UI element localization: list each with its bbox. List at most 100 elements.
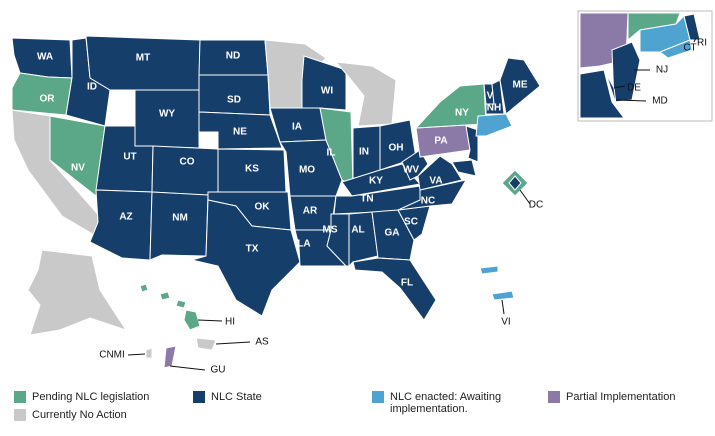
legend-swatch	[14, 409, 26, 421]
leader-line	[127, 353, 146, 356]
leader-line	[693, 37, 697, 43]
region-label: NC	[421, 196, 435, 207]
callout-label: VI	[501, 317, 510, 328]
region-label: GA	[385, 228, 400, 239]
region-label: OK	[255, 202, 271, 213]
legend-item: Currently No Action	[14, 409, 127, 421]
region-shape	[401, 149, 429, 181]
region-shape	[417, 155, 463, 191]
leader-line	[169, 365, 206, 371]
region-label: KY	[369, 176, 383, 187]
callout-label: AS	[255, 337, 269, 348]
region-label: LA	[297, 239, 310, 250]
region-label: IA	[292, 122, 302, 133]
leader-line	[501, 299, 505, 315]
legend-item: Pending NLC legislation	[14, 391, 149, 403]
region-shape	[508, 175, 522, 191]
region-shape	[89, 189, 153, 261]
leader-line	[197, 319, 223, 322]
legend-label: Currently No Action	[32, 409, 127, 421]
callout-label: MD	[652, 96, 668, 107]
region-label: WA	[37, 52, 53, 63]
region-label: KS	[245, 164, 259, 175]
region-label: ID	[87, 82, 97, 93]
legend-item: Partial Implementation	[548, 391, 675, 403]
leader-line	[613, 85, 626, 89]
legend-swatch	[14, 391, 26, 403]
region-label: OR	[40, 94, 56, 105]
region-label: NH	[487, 103, 501, 114]
region-label: MT	[136, 53, 150, 64]
region-shape	[491, 290, 515, 301]
region-shape	[499, 57, 541, 115]
legend-label: NLC enacted: Awaiting implementation.	[390, 391, 502, 415]
callout-label: DC	[529, 200, 543, 211]
region-label: WY	[159, 109, 175, 120]
region-label: AR	[303, 206, 318, 217]
region-label: AZ	[119, 212, 132, 223]
region-shape	[451, 159, 477, 177]
region-shape	[145, 347, 153, 359]
region-label: PA	[434, 136, 447, 147]
leader-line	[615, 99, 647, 102]
callout-label: RI	[697, 38, 707, 49]
region-label: NV	[71, 163, 85, 174]
region-label: NM	[172, 213, 188, 224]
region-label: OH	[389, 143, 404, 154]
callout-label: CNMI	[99, 350, 125, 361]
legend-label: Pending NLC legislation	[32, 391, 150, 403]
region-label: NY	[455, 108, 469, 119]
region-label: IN	[359, 147, 369, 158]
region-shape	[27, 249, 128, 336]
region-label: SC	[404, 217, 418, 228]
region-label: TN	[360, 194, 373, 205]
region-shape	[479, 265, 499, 275]
region-label: AL	[351, 225, 364, 236]
region-label: FL	[401, 278, 413, 289]
region-label: MO	[299, 165, 315, 176]
region-label: MS	[323, 225, 338, 236]
region-shape	[683, 13, 701, 41]
callout-label: DE	[627, 83, 641, 94]
region-label: NE	[233, 127, 247, 138]
region-shape	[348, 211, 379, 268]
region-shape	[371, 209, 415, 261]
legend-swatch	[193, 391, 205, 403]
region-shape	[183, 309, 201, 331]
callout-label: GU	[211, 365, 226, 376]
region-label: TX	[246, 244, 259, 255]
region-shape	[175, 299, 187, 309]
region-shape	[414, 83, 487, 129]
region-shape	[163, 345, 177, 369]
legend-item: NLC enacted: Awaiting implementation.	[372, 391, 522, 415]
leader-line	[215, 341, 251, 345]
region-shape	[149, 191, 209, 261]
region-shape	[475, 113, 513, 137]
region-label: VA	[429, 176, 442, 187]
region-label: UT	[123, 152, 136, 163]
region-label: ND	[226, 51, 240, 62]
region-shape	[159, 291, 171, 301]
region-label: IL	[327, 148, 336, 159]
region-shape	[579, 69, 625, 119]
region-label: CO	[180, 157, 195, 168]
leader-line	[519, 189, 531, 205]
legend-label: NLC State	[211, 391, 262, 403]
region-label: ME	[513, 80, 528, 91]
region-label: SD	[227, 95, 241, 106]
region-shape	[465, 125, 479, 163]
legend-item: NLC State	[193, 391, 262, 403]
region-shape	[397, 179, 468, 211]
region-shape	[139, 283, 149, 293]
callout-label: CT	[683, 43, 696, 54]
callout-label: NJ	[656, 65, 668, 76]
map: WA OR NV ID MT WY UT CO AZ NM ND SD NE K…	[11, 10, 713, 376]
region-label: WV	[403, 165, 419, 176]
region-label: WI	[321, 86, 333, 97]
region-shape	[658, 39, 693, 59]
region-shape	[195, 337, 217, 351]
region-shape	[191, 199, 301, 317]
region-shape	[334, 61, 397, 127]
region-shape	[352, 257, 437, 321]
